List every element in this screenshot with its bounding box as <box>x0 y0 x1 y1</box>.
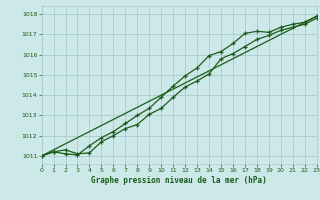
X-axis label: Graphe pression niveau de la mer (hPa): Graphe pression niveau de la mer (hPa) <box>91 176 267 185</box>
